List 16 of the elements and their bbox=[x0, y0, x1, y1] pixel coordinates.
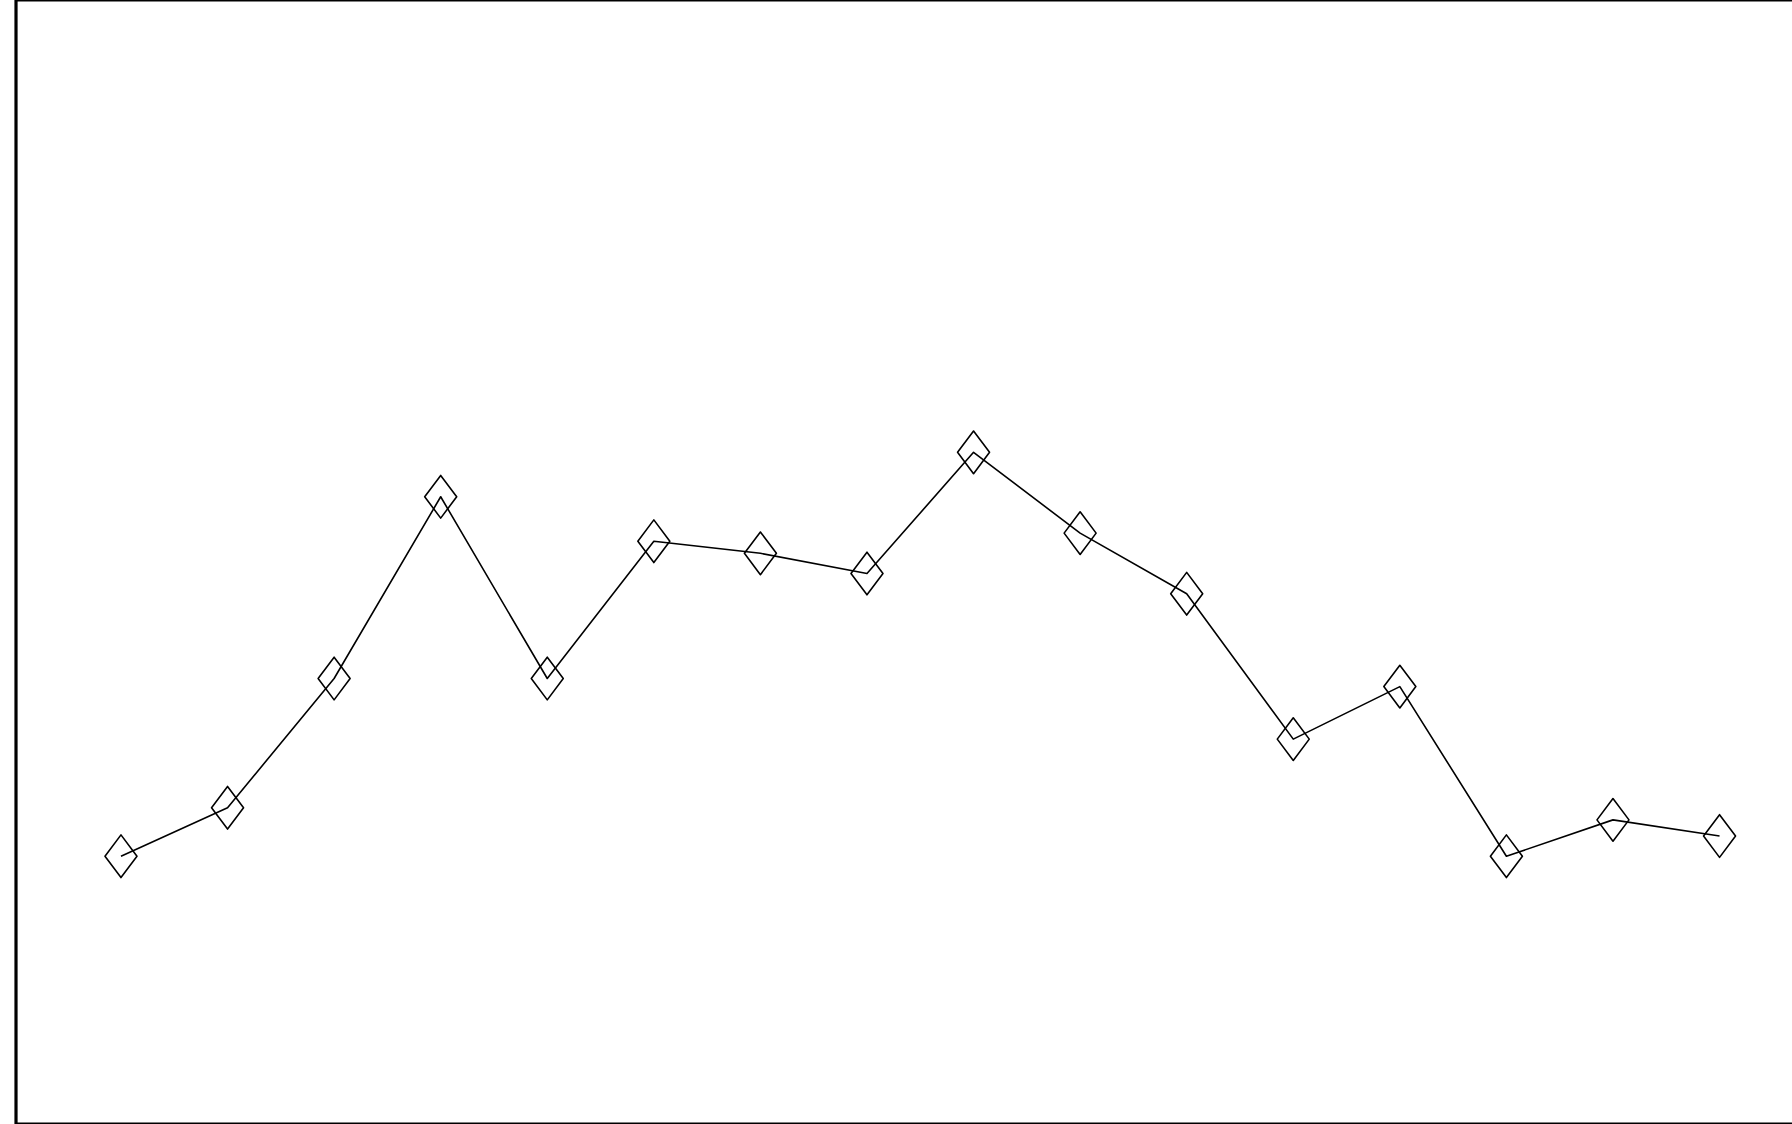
point bbox=[423, 474, 458, 519]
point bbox=[530, 656, 565, 701]
point bbox=[637, 519, 671, 564]
point bbox=[1702, 813, 1737, 859]
point bbox=[317, 656, 351, 701]
point bbox=[1169, 571, 1204, 616]
point bbox=[1276, 716, 1311, 762]
point bbox=[104, 834, 138, 879]
point bbox=[743, 531, 778, 576]
point bbox=[1383, 664, 1417, 709]
point bbox=[1063, 510, 1097, 556]
point bbox=[210, 785, 245, 830]
point bbox=[850, 551, 884, 596]
point bbox=[956, 430, 991, 475]
point bbox=[1596, 797, 1630, 843]
point bbox=[1489, 834, 1524, 879]
